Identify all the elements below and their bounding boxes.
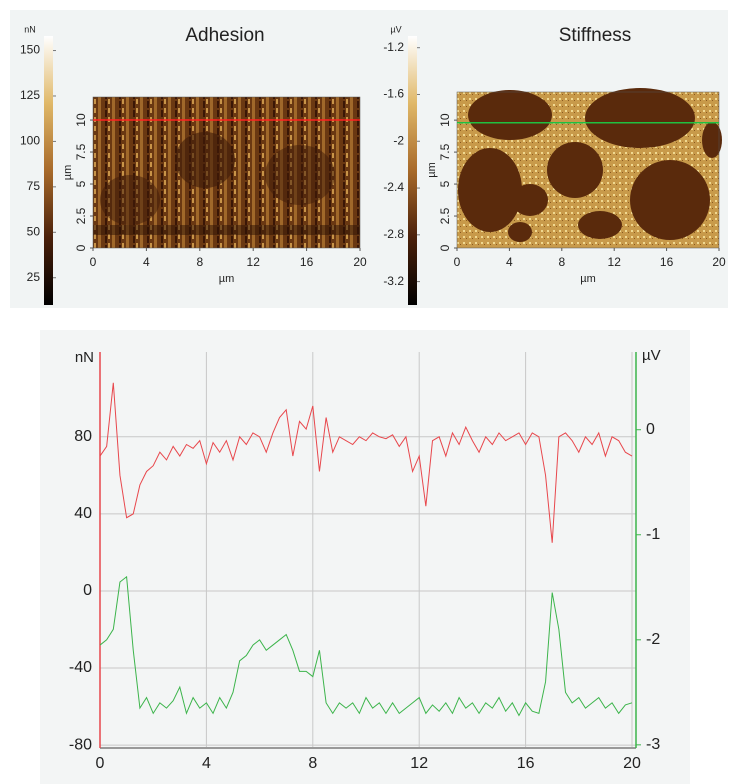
colorbar-tick-label: 100 [20,134,40,148]
x-tick-label: 0 [90,255,97,269]
colorbar-tick-label: -2.4 [383,180,404,194]
x-tick-label: 16 [517,755,535,772]
stiffness-image [457,88,722,248]
colorbar-tick-label: 150 [20,43,40,57]
y-tick-label: 7.5 [438,143,452,160]
y-tick-label: 10 [438,113,452,127]
y2-tick-label: -3 [646,736,660,753]
y-tick-label: -80 [69,736,92,753]
colorbar-tick-label: 50 [27,224,41,238]
y2-tick-label: -2 [646,631,660,648]
colorbar-tick-label: -2.8 [383,227,404,241]
x-axis-label: µm [580,273,596,285]
y-tick-label: 0 [438,244,452,251]
colorbar [44,36,53,305]
y-tick-label: 7.5 [74,143,88,160]
x-tick-label: 8 [558,255,565,269]
x-axis-label: µm [219,273,235,285]
colorbar-tick-label: -1.6 [383,87,404,101]
x-tick-label: 16 [660,255,674,269]
y2-tick-label: 0 [646,421,655,438]
x-tick-label: 12 [410,755,428,772]
x-tick-label: 12 [247,255,261,269]
x-tick-label: 0 [96,755,105,772]
y-tick-label: 0 [83,582,92,599]
y-tick-label: 2.5 [438,207,452,224]
x-tick-label: 4 [506,255,513,269]
colorbar-tick-label: 75 [27,179,41,193]
x-tick-label: 8 [308,755,317,772]
y-tick-label: 5 [438,180,452,187]
x-tick-label: 8 [196,255,203,269]
colorbar-tick-label: -1.2 [383,40,404,54]
colorbar-tick-label: 25 [27,270,41,284]
x-tick-label: 4 [202,755,211,772]
colorbar-tick-label: -2 [393,133,404,147]
x-tick-label: 20 [623,755,641,772]
bottom-panel [40,330,690,784]
profile-series [99,575,633,717]
x-tick-label: 4 [143,255,150,269]
map-frame [456,91,720,249]
map-frame [92,96,361,249]
x-tick-label: 12 [608,255,622,269]
colorbar-unit: µV [390,24,401,34]
colorbar-tick-label: 125 [20,88,40,102]
x-tick-label: 20 [353,255,367,269]
y-tick-label: 10 [74,113,88,127]
map-title: Adhesion [185,25,264,46]
x-tick-label: 20 [712,255,726,269]
y-axis-label: µm [62,165,74,181]
profile-series [99,382,633,543]
y-tick-label: -40 [69,659,92,676]
map-title: Stiffness [559,25,632,46]
colorbar-tick-label: -3.2 [383,274,404,288]
x-tick-label: 0 [454,255,461,269]
y-tick-label: 2.5 [74,207,88,224]
y-tick-label: 40 [74,505,92,522]
y2-tick-label: -1 [646,526,660,543]
y-tick-label: 80 [74,428,92,445]
y-tick-label: 5 [74,180,88,187]
y2-axis-unit: µV [642,347,661,364]
y-axis-label: µm [426,162,438,178]
adhesion-image [93,97,360,248]
x-tick-label: 16 [300,255,314,269]
colorbar-unit: nN [24,24,36,34]
y-tick-label: 0 [74,244,88,251]
colorbar [408,36,417,305]
y-axis-unit: nN [75,349,94,366]
